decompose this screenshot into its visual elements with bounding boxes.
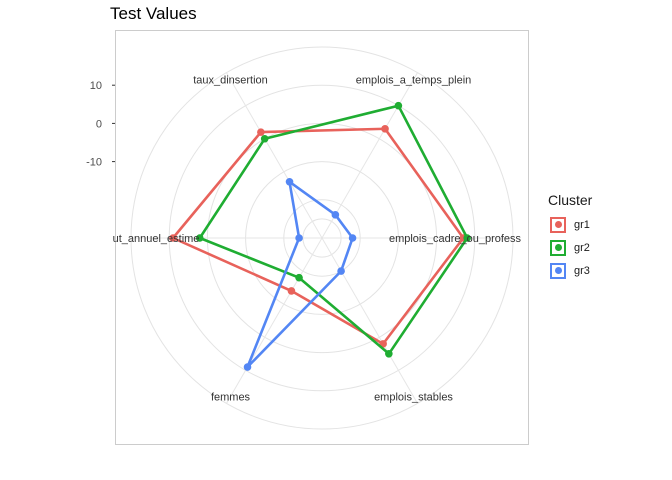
axis-label-layer: emplois_cadre_ou_profess emplois_a_temps_… — [113, 75, 522, 404]
data-point-gr2-emplois_a_temps_plein — [394, 101, 403, 110]
data-point-gr3-emplois_cadre_ou_profess — [348, 234, 357, 242]
data-point-gr1-femmes — [287, 287, 296, 295]
legend-items: gr1 gr2 gr3 — [548, 213, 592, 282]
series-layer — [169, 101, 471, 371]
radial-tick-layer: 10 0 -10 — [86, 80, 115, 169]
data-point-gr3-emplois_stables — [337, 267, 345, 275]
grid-spoke — [226, 72, 323, 239]
data-point-gr2-femmes — [295, 273, 303, 282]
data-point-gr2-taux_dinsertion — [260, 134, 269, 143]
data-point-gr2-emplois_cadre_ou_profess — [463, 234, 471, 242]
legend-key-gr3 — [550, 262, 566, 279]
data-point-gr1-salaire_net_mensuel_annuel_estime — [169, 234, 177, 242]
data-point-gr3-femmes — [243, 363, 252, 371]
axis-label-emplois_a_temps_plein: emplois_a_temps_plein — [356, 75, 472, 87]
grid-layer — [130, 46, 514, 430]
data-point-gr3-taux_dinsertion — [285, 177, 294, 186]
grid-spoke — [321, 237, 418, 404]
axis-label-salaire_net_mensuel_annuel_estime: ut_annuel_estime — [113, 233, 200, 245]
axis-label-emplois_cadre_ou_profess: emplois_cadre_ou_profess — [389, 233, 522, 245]
legend-label-gr2: gr2 — [574, 241, 590, 254]
legend-label-gr3: gr3 — [574, 264, 590, 277]
axis-label-femmes: femmes — [211, 391, 251, 403]
grid-spoke — [226, 237, 323, 404]
data-point-gr3-emplois_a_temps_plein — [331, 211, 340, 219]
data-point-gr2-emplois_stables — [385, 349, 393, 358]
legend-key-gr2 — [550, 239, 566, 256]
legend-key-gr1 — [550, 216, 566, 233]
data-point-gr1-emplois_a_temps_plein — [381, 125, 389, 133]
legend: Cluster gr1 gr2 gr3 — [548, 192, 592, 282]
legend-dot — [554, 244, 562, 251]
data-point-gr1-taux_dinsertion — [257, 128, 265, 136]
legend-title: Cluster — [548, 192, 593, 208]
legend-item-gr3: gr3 — [548, 259, 592, 282]
radial-tick-label: 10 — [90, 80, 102, 92]
legend-item-gr2: gr2 — [548, 236, 592, 259]
chart-title: Test Values — [110, 4, 197, 23]
axis-label-taux_dinsertion: taux_dinsertion — [193, 75, 268, 87]
radial-tick-label: 0 — [96, 118, 102, 130]
data-point-gr2-salaire_net_mensuel_annuel_estime — [195, 234, 204, 242]
radial-tick-label: -10 — [86, 157, 102, 169]
legend-label-gr1: gr1 — [574, 218, 590, 231]
legend-dot — [554, 221, 562, 228]
legend-item-gr1: gr1 — [548, 213, 592, 236]
axis-label-emplois_stables: emplois_stables — [374, 391, 453, 403]
data-point-gr3-salaire_net_mensuel_annuel_estime — [295, 234, 303, 242]
legend-dot — [554, 267, 562, 274]
grid-spoke — [321, 72, 418, 239]
